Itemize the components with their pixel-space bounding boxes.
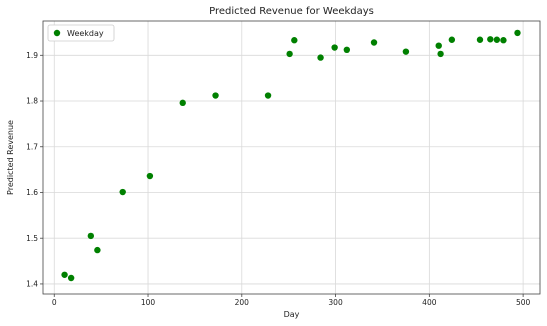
data-point: [264, 92, 272, 99]
data-point: [435, 42, 442, 49]
data-point: [119, 188, 126, 196]
data-point: [487, 36, 494, 43]
data-point: [331, 44, 338, 51]
data-point: [343, 46, 351, 54]
data-point: [87, 232, 95, 240]
legend: Weekday: [47, 24, 115, 42]
data-point: [61, 271, 68, 278]
legend-label-weekday: Weekday: [67, 29, 104, 38]
data-point: [67, 274, 75, 282]
data-point: [146, 172, 154, 180]
y-tick-label: 1.7: [26, 142, 38, 151]
data-point: [212, 92, 219, 99]
y-axis-label: Predicted Revenue: [6, 120, 15, 195]
y-tick-label: 1.6: [26, 188, 38, 197]
data-point: [437, 50, 444, 58]
x-tick-label: 0: [52, 298, 57, 307]
data-point: [500, 37, 507, 44]
y-tick-label: 1.5: [26, 234, 38, 243]
x-tick-label: 100: [141, 298, 156, 307]
data-point: [448, 36, 456, 43]
y-tick-label: 1.9: [26, 51, 38, 60]
data-point: [291, 37, 298, 44]
y-tick-label: 1.4: [26, 280, 38, 289]
x-tick-label: 500: [516, 298, 531, 307]
y-tick-label: 1.8: [26, 97, 38, 106]
data-point: [179, 99, 186, 107]
data-point: [402, 48, 410, 55]
data-point: [370, 39, 378, 46]
data-point: [514, 29, 521, 37]
x-tick-label: 400: [422, 298, 437, 307]
x-axis-label: Day: [284, 310, 300, 319]
legend-marker-weekday: [53, 29, 61, 37]
data-point: [493, 36, 501, 43]
legend-box: [47, 24, 115, 42]
x-tick-label: 300: [328, 298, 343, 307]
data-points: [61, 29, 521, 282]
data-point: [94, 246, 101, 254]
x-tick-label: 200: [235, 298, 250, 307]
data-point: [286, 50, 293, 58]
data-point: [476, 36, 484, 43]
chart-title: Predicted Revenue for Weekdays: [209, 6, 374, 17]
plot-frame: [42, 20, 541, 295]
axis-ticks: 0 100 200 300 400 500 1.4 1.5 1.6 1.7 1.8 1.9: [26, 51, 530, 307]
data-point: [317, 54, 324, 61]
grid: [43, 21, 540, 294]
